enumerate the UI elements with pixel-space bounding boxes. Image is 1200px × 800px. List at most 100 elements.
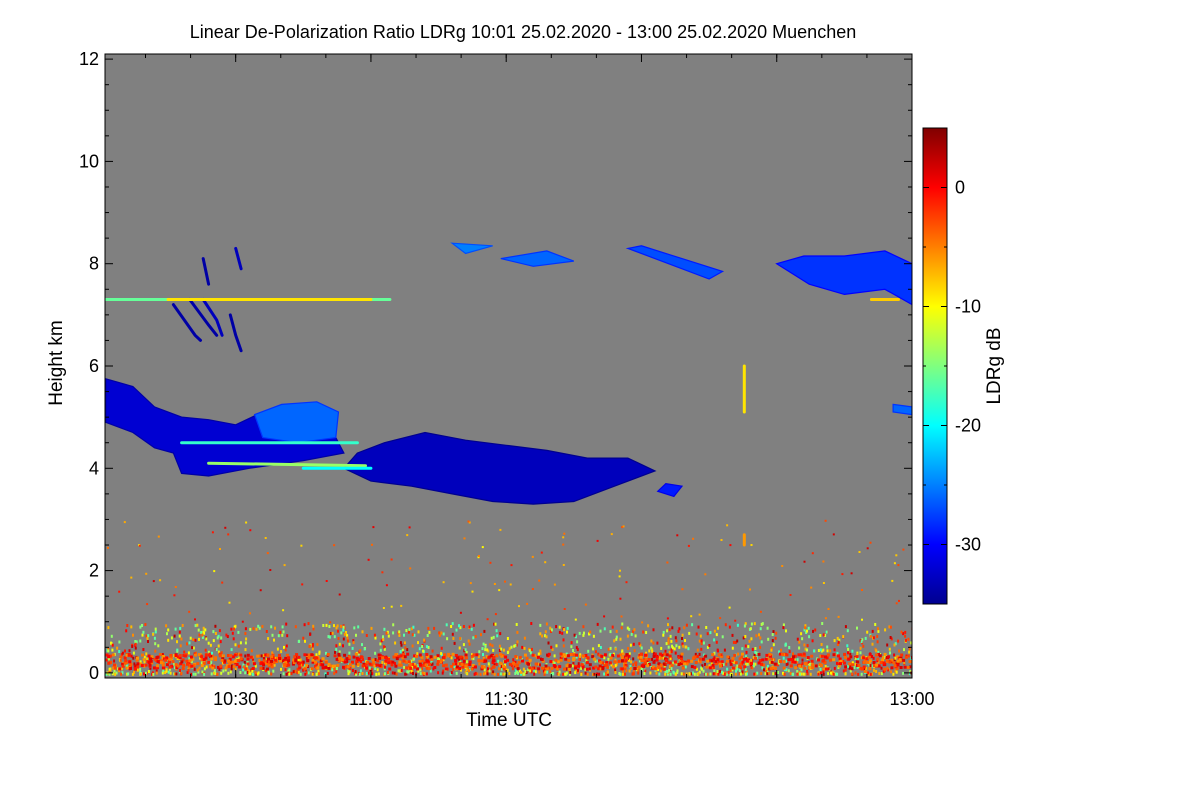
noise-pixel <box>462 643 465 647</box>
band-pixel <box>612 665 616 669</box>
noise-pixel <box>464 648 467 652</box>
noise-pixel <box>760 622 763 626</box>
noise-pixel <box>126 624 129 627</box>
noise-pixel <box>210 661 213 665</box>
band-pixel <box>256 654 260 658</box>
band-pixel <box>433 666 437 669</box>
band-pixel <box>633 667 637 670</box>
noise-pixel <box>333 671 336 675</box>
band-pixel <box>436 660 440 663</box>
noise-pixel <box>846 644 849 648</box>
noise-pixel <box>139 660 142 664</box>
noise-pixel <box>297 670 300 674</box>
noise-pixel <box>555 625 558 629</box>
band-pixel <box>605 661 609 665</box>
noise-pixel <box>135 640 138 644</box>
noise-pixel <box>299 658 302 662</box>
noise-pixel <box>594 659 597 663</box>
noise-pixel <box>417 664 419 668</box>
noise-pixel <box>527 668 530 672</box>
band-pixel <box>652 665 656 669</box>
noise-pixel <box>822 633 825 637</box>
noise-pixel <box>421 671 424 675</box>
noise-pixel <box>752 662 755 666</box>
noise-pixel <box>744 635 747 638</box>
noise-pixel <box>533 672 536 676</box>
noise-pixel <box>800 653 802 657</box>
band-pixel <box>409 666 413 670</box>
virga-streak <box>171 303 202 342</box>
noise-pixel <box>494 613 497 616</box>
noise-pixel <box>271 633 274 637</box>
band-pixel <box>127 653 131 657</box>
band-pixel <box>270 659 273 663</box>
band-pixel <box>673 660 677 664</box>
noise-pixel <box>219 548 221 550</box>
noise-pixel <box>888 625 891 629</box>
band-pixel <box>475 653 479 657</box>
noise-pixel <box>162 669 165 672</box>
noise-pixel <box>647 624 650 628</box>
band-pixel <box>857 663 861 667</box>
noise-pixel <box>550 645 553 649</box>
noise-pixel <box>482 656 485 660</box>
noise-pixel <box>354 670 357 673</box>
noise-pixel <box>462 625 465 628</box>
noise-pixel <box>908 672 911 676</box>
band-pixel <box>616 654 620 658</box>
noise-pixel <box>539 649 542 653</box>
noise-pixel <box>778 661 780 665</box>
noise-pixel <box>118 650 121 653</box>
band-pixel <box>782 666 786 670</box>
noise-pixel <box>630 660 633 664</box>
band-pixel <box>316 666 320 670</box>
noise-pixel <box>477 655 480 659</box>
noise-pixel <box>908 647 911 651</box>
band-pixel <box>283 663 287 666</box>
noise-pixel <box>322 624 325 627</box>
noise-pixel <box>822 582 825 584</box>
band-pixel <box>208 665 212 669</box>
noise-pixel <box>180 672 183 675</box>
noise-pixel <box>677 629 680 633</box>
noise-pixel <box>370 668 373 672</box>
noise-pixel <box>186 642 188 646</box>
noise-pixel <box>543 672 546 676</box>
noise-pixel <box>588 667 591 671</box>
noise-pixel <box>245 521 248 524</box>
noise-pixel <box>373 664 376 668</box>
noise-pixel <box>542 669 545 673</box>
noise-pixel <box>244 671 247 675</box>
band-pixel <box>770 660 774 664</box>
band-pixel <box>890 658 894 662</box>
noise-pixel <box>902 671 905 675</box>
noise-pixel <box>513 644 516 648</box>
noise-pixel <box>413 663 416 666</box>
noise-pixel <box>271 651 274 655</box>
band-pixel <box>680 657 683 661</box>
band-pixel <box>772 666 776 670</box>
band-pixel <box>321 666 325 670</box>
noise-pixel <box>417 630 420 634</box>
noise-pixel <box>651 649 654 653</box>
noise-pixel <box>298 639 301 643</box>
band-pixel <box>465 663 469 667</box>
band-pixel <box>361 664 365 668</box>
band-pixel <box>444 667 448 671</box>
noise-pixel <box>459 660 462 664</box>
noise-pixel <box>165 669 168 673</box>
band-pixel <box>287 656 291 660</box>
noise-pixel <box>544 630 547 634</box>
noise-pixel <box>213 669 216 673</box>
band-pixel <box>770 657 774 661</box>
noise-pixel <box>346 659 349 663</box>
noise-pixel <box>652 641 655 645</box>
noise-pixel <box>552 672 555 676</box>
noise-pixel <box>515 643 518 647</box>
band-pixel <box>266 654 270 657</box>
band-pixel <box>559 656 563 660</box>
noise-pixel <box>615 635 618 639</box>
y-tick-label: 2 <box>89 561 99 581</box>
noise-pixel <box>346 634 349 638</box>
noise-pixel <box>451 622 454 626</box>
